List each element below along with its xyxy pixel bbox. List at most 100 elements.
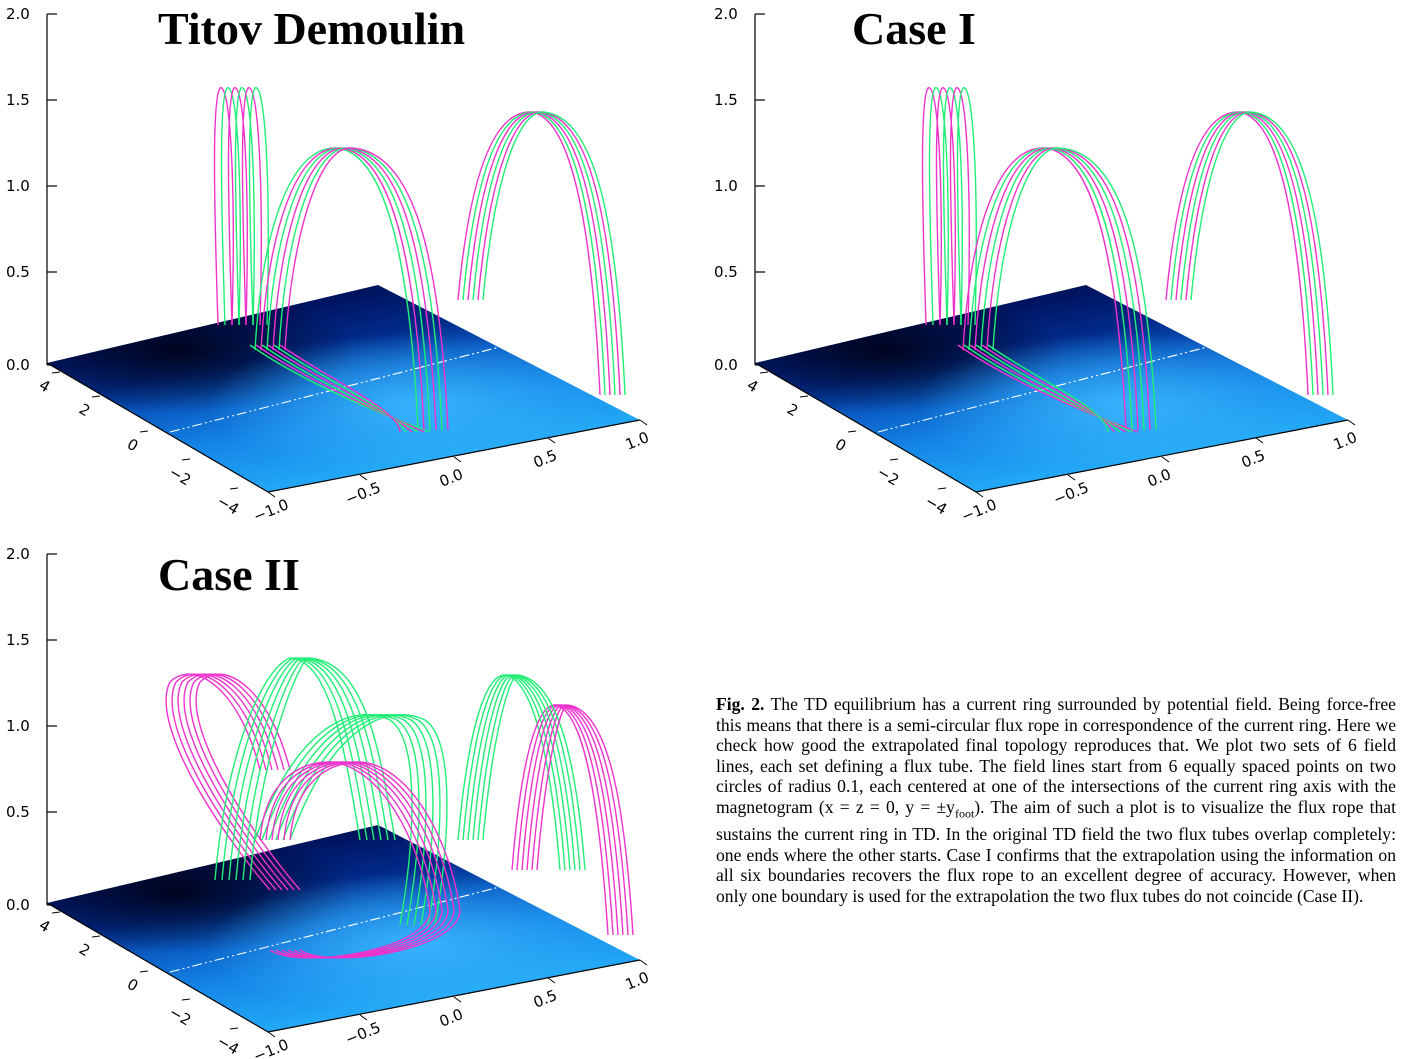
y-tick-label: 2 — [76, 400, 93, 420]
field-line — [189, 673, 295, 891]
field-line — [267, 344, 413, 433]
x-tick-label: 0.0 — [437, 465, 466, 491]
field-line — [249, 657, 396, 881]
panel-title: Case I — [852, 3, 976, 54]
z-tick-label: 0.0 — [6, 896, 30, 914]
field-line — [277, 761, 449, 959]
y-axis — [46, 902, 269, 1033]
field-line — [248, 87, 269, 326]
x-tick-label: −0.5 — [343, 1018, 384, 1048]
y-tick-label: −2 — [166, 1003, 194, 1030]
y-tick-mark — [139, 970, 149, 973]
x-tick-label: 1.0 — [623, 428, 652, 454]
y-tick-label: −2 — [166, 463, 194, 490]
x-tick-label: −1.0 — [251, 495, 292, 525]
x-tick-label: −0.5 — [343, 478, 384, 508]
magnetogram-bright-region — [755, 285, 1348, 492]
z-tick-label: 1.0 — [714, 177, 738, 195]
x-tick-mark — [639, 959, 648, 966]
x-tick-mark — [547, 437, 556, 444]
field-line — [531, 704, 629, 936]
z-tick-label: 1.5 — [714, 91, 738, 109]
polarity-inversion-line — [169, 882, 516, 973]
field-line — [482, 111, 626, 396]
caption-text: The TD equilibrium has a current ring su… — [716, 694, 1396, 817]
field-line — [275, 714, 434, 926]
field-line — [273, 344, 407, 433]
polarity-inversion-line — [169, 342, 516, 433]
field-line — [234, 87, 255, 326]
x-axis — [267, 419, 641, 493]
y-tick-label: 4 — [744, 376, 761, 396]
x-tick-label: 0.5 — [1239, 446, 1268, 472]
field-line — [228, 657, 375, 881]
y-tick-label: 4 — [36, 376, 53, 396]
panel-title: Titov Demoulin — [158, 3, 465, 54]
z-tick-label: 2.0 — [6, 545, 30, 563]
field-line — [1190, 111, 1334, 396]
y-tick-mark — [889, 458, 899, 461]
y-tick-mark — [139, 430, 149, 433]
y-tick-mark — [51, 371, 61, 374]
y-tick-label: −4 — [214, 1032, 242, 1059]
y-axis — [754, 362, 977, 493]
panel-td: 2.0 1.5 1.0 0.5 0.0 4 2 0 −2 −4 −1.0 −0.5 0.0 0.5 1.0 T… — [6, 3, 652, 526]
x-tick-mark — [453, 996, 462, 1003]
x-tick-label: 0.5 — [531, 986, 560, 1012]
field-line — [1175, 111, 1319, 396]
x-axis — [267, 959, 641, 1033]
panel-case2: 2.0 1.5 1.0 0.5 0.0 4 2 0 −2 −4 −1.0 −0.5 0.0 0.5 1.0 C… — [6, 545, 652, 1059]
z-tick-label: 0.0 — [6, 356, 30, 374]
z-tick-label: 2.0 — [714, 5, 738, 23]
field-line — [949, 87, 970, 326]
y-tick-mark — [91, 935, 101, 938]
field-line — [183, 673, 289, 891]
x-tick-mark — [975, 491, 984, 498]
field-line — [289, 761, 461, 959]
y-axis — [46, 362, 269, 493]
y-tick-label: −2 — [874, 463, 902, 490]
field-line — [957, 344, 1139, 433]
x-tick-label: 1.0 — [1331, 428, 1360, 454]
field-line — [171, 673, 277, 891]
field-line — [457, 674, 561, 871]
x-tick-mark — [359, 474, 368, 481]
caption-subscript: foot — [954, 806, 975, 821]
y-tick-mark — [229, 1027, 239, 1030]
x-tick-mark — [1255, 437, 1264, 444]
field-line — [220, 87, 241, 326]
field-line — [283, 761, 455, 959]
field-line — [227, 87, 248, 326]
magnetogram-bright-region — [47, 285, 640, 492]
field-line — [536, 704, 634, 936]
z-tick-label: 0.5 — [6, 263, 30, 281]
x-tick-label: 1.0 — [623, 968, 652, 994]
z-tick-label: 1.0 — [6, 177, 30, 195]
z-tick-label: 1.5 — [6, 91, 30, 109]
z-tick-label: 0.5 — [714, 263, 738, 281]
field-line — [213, 87, 234, 326]
x-tick-mark — [639, 419, 648, 426]
field-line — [221, 657, 368, 881]
x-tick-mark — [359, 1014, 368, 1021]
field-line — [242, 657, 389, 881]
y-tick-label: 0 — [124, 435, 141, 455]
z-tick-label: 0.5 — [6, 803, 30, 821]
field-line — [472, 674, 576, 871]
y-tick-mark — [91, 395, 101, 398]
field-line — [935, 87, 956, 326]
field-line — [969, 344, 1127, 433]
x-tick-label: 0.5 — [531, 446, 560, 472]
field-line — [956, 87, 977, 326]
y-tick-mark — [937, 487, 947, 490]
y-tick-mark — [181, 458, 191, 461]
field-line — [255, 344, 425, 433]
y-tick-label: −4 — [214, 492, 242, 519]
field-line — [268, 714, 427, 926]
x-tick-label: −1.0 — [959, 495, 1000, 525]
field-line — [992, 147, 1157, 431]
field-line — [284, 147, 449, 431]
field-line — [467, 111, 611, 396]
field-line — [981, 344, 1115, 433]
